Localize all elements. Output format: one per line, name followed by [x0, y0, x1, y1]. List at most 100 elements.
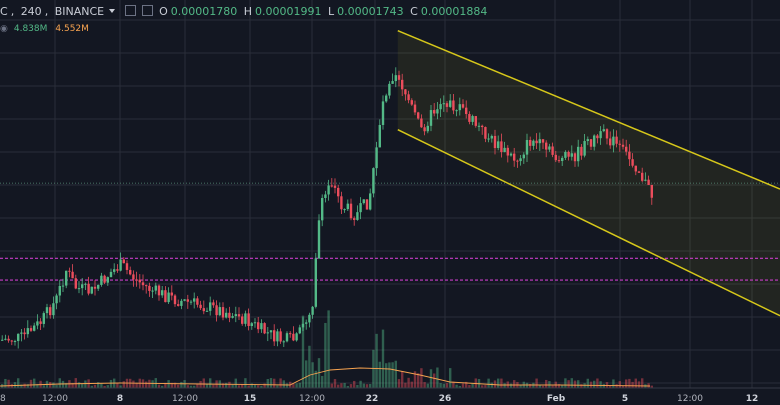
candle-body [183, 299, 186, 301]
candle-body [557, 160, 561, 162]
channel-lower-line [397, 128, 780, 317]
time-axis-label: 8 [0, 394, 6, 404]
candle-body [346, 203, 349, 210]
candle-body [353, 218, 356, 220]
volume-bar [237, 385, 241, 388]
volume-bar [314, 370, 317, 388]
volume-bar [609, 385, 612, 388]
candle-body [519, 158, 522, 162]
candle-body [503, 147, 506, 153]
volume-bar [97, 382, 100, 388]
candle-body [4, 338, 7, 340]
candle-body [340, 196, 343, 210]
candle-body [561, 157, 564, 162]
volume-bar [186, 385, 189, 388]
volume-bar [225, 382, 228, 388]
volume-bar [301, 315, 305, 388]
volume-bar [541, 385, 545, 388]
candle-body [385, 95, 388, 102]
volume-bar [458, 385, 461, 388]
candle-body [634, 165, 637, 172]
candle-body [109, 271, 113, 278]
candle-body [567, 151, 570, 157]
candle-body [509, 153, 513, 156]
volume-bar [333, 379, 337, 388]
candle-body [522, 154, 525, 159]
volume-bar [116, 383, 119, 388]
volume-bar [26, 384, 29, 388]
volume-bar [346, 385, 349, 388]
volume-bar [241, 384, 244, 388]
time-axis-label: 22 [366, 394, 379, 404]
candle-body [247, 313, 250, 327]
volume-bar [401, 371, 404, 388]
candle-body [276, 331, 279, 342]
volume-bar [244, 378, 247, 388]
candle-body [538, 139, 541, 144]
candle-body [33, 325, 36, 331]
volume-bar [340, 383, 343, 388]
candle-body [225, 312, 228, 318]
volume-bar [189, 385, 193, 388]
volume-bar [641, 378, 644, 388]
candle-body [228, 312, 231, 318]
volume-bar [557, 384, 561, 388]
time-axis-label: 8 [117, 394, 123, 404]
candle-body [305, 322, 308, 324]
volume-bar [650, 385, 653, 388]
volume-bar [20, 384, 23, 388]
volume-bar [157, 384, 161, 388]
candle-body [477, 125, 481, 127]
candle-body [401, 79, 404, 90]
candle-body [161, 290, 164, 296]
candle-body [285, 333, 289, 342]
volume-bar [621, 385, 625, 388]
volume-bar [308, 345, 311, 388]
volume-bar [599, 381, 602, 388]
volume-bar [266, 379, 269, 388]
candle-body [589, 139, 593, 147]
candle-body [113, 269, 116, 272]
candle-body [493, 135, 497, 149]
candle-body [644, 179, 647, 181]
candle-body [68, 270, 71, 272]
volume-bar [593, 380, 596, 388]
candle-body [257, 322, 260, 330]
volume-bar [436, 367, 439, 388]
volume-bar [634, 378, 637, 388]
candle-body [301, 323, 305, 328]
volume-bar [637, 381, 641, 388]
candle-body [23, 332, 26, 335]
candle-body [343, 209, 346, 211]
candle-body [253, 322, 257, 324]
candle-body [618, 143, 621, 145]
candle-body [442, 103, 445, 105]
candle-body [525, 139, 529, 155]
candle-body [433, 110, 436, 114]
time-axis-label: 26 [439, 394, 452, 404]
candle-body [52, 303, 55, 316]
candle-body [266, 332, 269, 334]
candle-body [241, 316, 244, 324]
candle-body [10, 340, 13, 342]
candle-body [119, 259, 122, 271]
candle-body [570, 153, 573, 157]
candle-body [564, 151, 567, 158]
candle-body [26, 328, 29, 335]
volume-bar [148, 379, 151, 388]
candle-body [39, 321, 42, 324]
candle-body [167, 292, 170, 303]
candle-body [506, 147, 509, 156]
volume-bar [10, 384, 13, 388]
candle-body [141, 282, 145, 286]
candle-body [234, 314, 237, 317]
candle-body [81, 284, 84, 289]
candle-body [423, 127, 426, 132]
candle-body [420, 118, 423, 128]
volume-bar [570, 378, 573, 388]
candle-body [573, 153, 577, 162]
candle-body [474, 116, 477, 126]
volume-bar [410, 381, 413, 388]
